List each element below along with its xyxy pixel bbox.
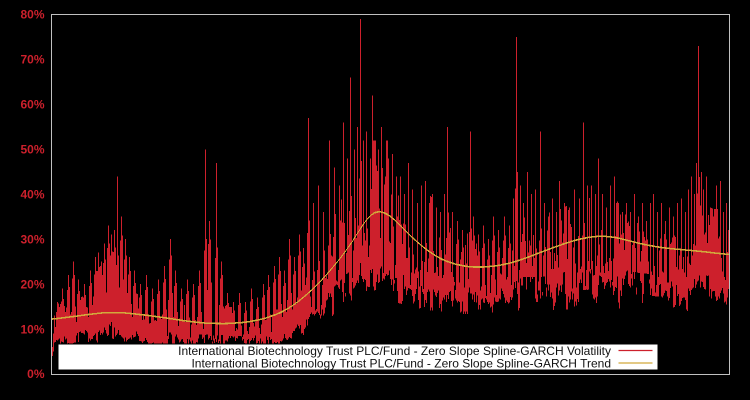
svg-text:80%: 80%: [20, 8, 44, 22]
svg-text:60%: 60%: [20, 98, 44, 112]
svg-text:International Biotechnology Tr: International Biotechnology Trust PLC/Fu…: [191, 356, 611, 370]
svg-text:40%: 40%: [20, 187, 44, 201]
svg-text:10%: 10%: [20, 322, 44, 336]
svg-text:30%: 30%: [20, 232, 44, 246]
svg-text:International Biotechnology Tr: International Biotechnology Trust PLC/Fu…: [178, 344, 611, 358]
svg-text:70%: 70%: [20, 53, 44, 67]
svg-text:20%: 20%: [20, 277, 44, 291]
svg-text:0%: 0%: [27, 367, 45, 381]
svg-text:50%: 50%: [20, 143, 44, 157]
